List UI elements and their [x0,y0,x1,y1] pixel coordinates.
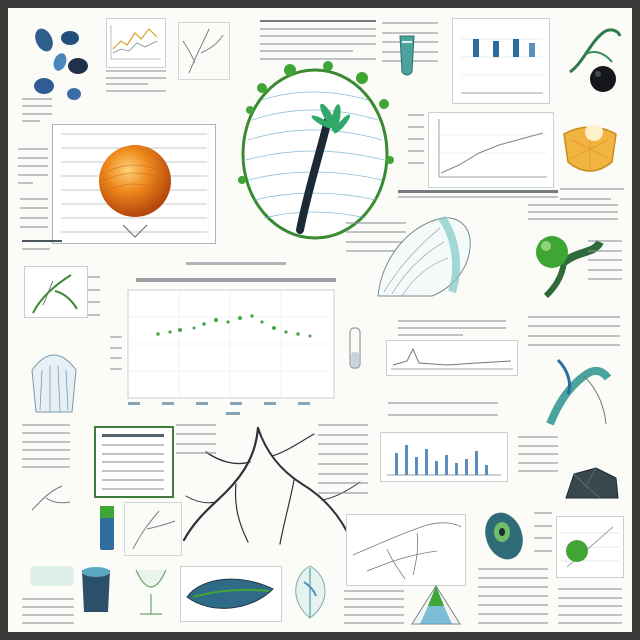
text-block [260,20,376,60]
test-tube-icon [346,324,364,374]
text-block [478,568,548,624]
leaf-icon [284,562,336,622]
text-block [534,512,552,552]
teal-smudge [30,566,74,586]
collage-canvas [8,8,632,632]
root-network-icon [176,422,376,548]
text-block [518,436,558,472]
text-block [558,588,622,624]
fern-leaf-icon [232,60,398,248]
text-block [344,590,404,624]
right-line-chart [428,112,554,188]
branch-sketch [178,22,230,80]
orange-sphere-panel [52,124,216,244]
feather-icon [476,508,532,564]
text-block [22,424,70,468]
text-block [588,240,622,280]
mini-line-chart [106,18,166,68]
central-scatter-chart [116,262,348,418]
green-ball-panel [556,516,624,578]
text-block [106,70,166,92]
branch-sketch [26,474,86,514]
text-block [318,424,368,494]
vial-bar-chart [452,18,550,104]
text-block [560,188,624,200]
shell-icon [368,208,478,308]
teal-plant-icon [538,348,618,430]
green-berry-icon [524,222,604,302]
vein-diagram [346,514,466,586]
crystal-icon [22,340,86,416]
text-block [88,276,100,316]
branch-sketch [124,502,182,556]
beaker-icon [94,502,120,554]
rock-icon [560,464,622,506]
seed-pods-icon [30,22,100,112]
text-block [18,148,48,184]
text-block [528,204,618,220]
citrus-slice-icon [558,114,622,184]
text-block [176,424,216,454]
text-block [408,114,424,164]
text-block [346,222,406,252]
text-block [20,198,48,228]
crystal-gem-icon [408,584,464,630]
text-block [22,240,62,250]
green-data-table [94,426,174,498]
text-block [22,598,74,624]
text-block [398,320,506,336]
vine-icon [564,22,624,78]
beaker-icon [394,32,420,80]
seed-diagram [180,566,282,622]
plant-sketch [24,266,88,318]
blue-bar-chart [380,432,508,482]
orange-sphere-icon [99,145,171,238]
jar-icon [76,562,116,618]
black-berry-icon [588,64,618,94]
glass-icon [128,564,174,620]
headline-text [398,190,558,198]
spectrum-chart [386,340,518,376]
text-block [22,98,52,122]
text-block [110,336,122,370]
text-block [388,402,498,416]
text-block [528,316,620,346]
